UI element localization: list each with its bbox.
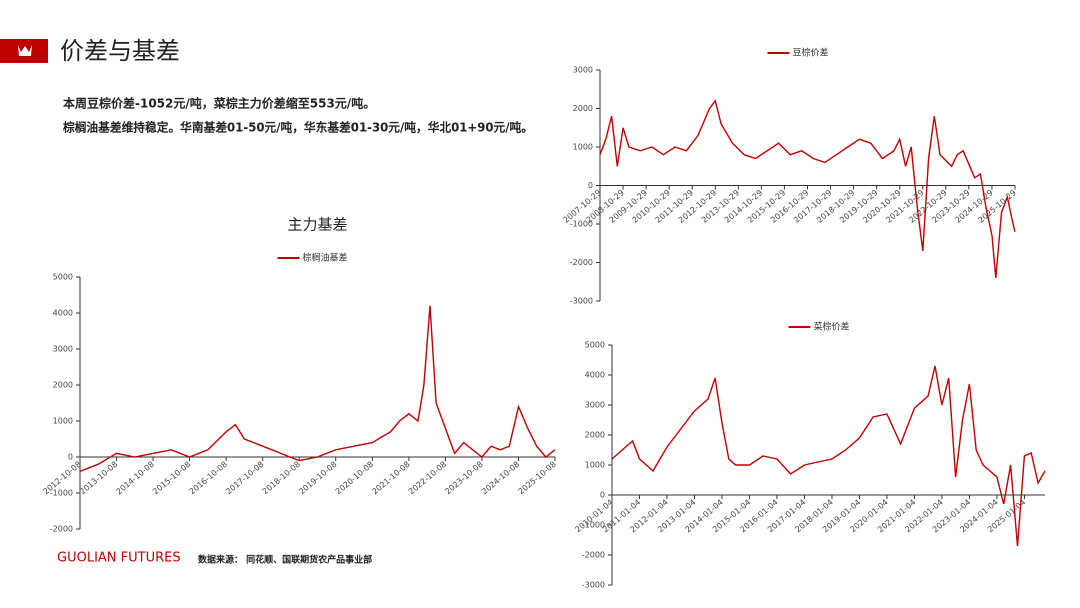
x-tick-label: 2016-10-08: [188, 460, 229, 497]
header-title: 价差与基差: [60, 37, 180, 65]
y-tick-label: 5000: [53, 273, 73, 282]
y-tick-label: 0: [68, 453, 73, 462]
y-tick-label: 5000: [585, 341, 605, 350]
y-tick-label: -1000: [582, 521, 605, 530]
x-tick-label: 2023-10-08: [443, 460, 484, 497]
y-tick-label: 1000: [573, 143, 593, 152]
y-tick-label: 4000: [585, 371, 605, 380]
y-tick-label: -3000: [570, 297, 593, 306]
x-tick-label: 2015-10-08: [151, 460, 192, 497]
x-tick-label: 2017-10-08: [224, 460, 265, 497]
series-line: [79, 305, 556, 473]
footer-source: 数据来源： 同花顺、国联期货农产品事业部: [198, 554, 372, 566]
y-tick-label: 3000: [585, 401, 605, 410]
y-tick-label: 0: [588, 181, 593, 190]
x-tick-label: 2021-10-08: [370, 460, 411, 497]
x-tick-label: 2014-10-08: [115, 460, 156, 497]
x-tick-label: 2024-10-08: [480, 460, 521, 497]
legend-label: 棕榈油基差: [303, 252, 348, 264]
legend-label: 菜棕价差: [814, 321, 850, 333]
chart-title: 主力基差: [287, 216, 347, 234]
series-line: [611, 365, 1046, 547]
y-tick-label: 3000: [573, 66, 593, 75]
y-tick-label: -1000: [570, 220, 593, 229]
y-tick-label: 2000: [585, 431, 605, 440]
y-tick-label: 2000: [573, 104, 593, 113]
y-tick-label: -2000: [50, 525, 73, 534]
y-tick-label: 1000: [585, 461, 605, 470]
y-tick-label: 2000: [53, 381, 73, 390]
x-tick-label: 2018-10-08: [261, 460, 302, 497]
crown-icon: [18, 45, 32, 56]
summary-line: 本周豆棕价差-1052元/吨，菜棕主力价差缩至553元/吨。: [63, 96, 375, 111]
summary-line: 棕榈油基差维持稳定。华南基差01-50元/吨，华东基差01-30元/吨，华北01…: [62, 120, 533, 135]
x-tick-label: 2022-10-08: [407, 460, 448, 497]
x-tick-label: 2020-10-08: [334, 460, 375, 497]
series-line: [599, 99, 1016, 278]
legend-label: 豆棕价差: [793, 47, 829, 59]
footer-brand: GUOLIAN FUTURES: [57, 551, 181, 566]
y-tick-label: 4000: [53, 309, 73, 318]
y-tick-label: -2000: [570, 258, 593, 267]
y-tick-label: 3000: [53, 345, 73, 354]
y-tick-label: -1000: [50, 489, 73, 498]
y-tick-label: -2000: [582, 551, 605, 560]
x-tick-label: 2013-10-08: [78, 460, 119, 497]
x-tick-label: 2019-10-08: [297, 460, 338, 497]
x-tick-label: 2025-10-08: [516, 460, 557, 497]
y-tick-label: 0: [600, 491, 605, 500]
y-tick-label: -3000: [582, 581, 605, 590]
y-tick-label: 1000: [53, 417, 73, 426]
